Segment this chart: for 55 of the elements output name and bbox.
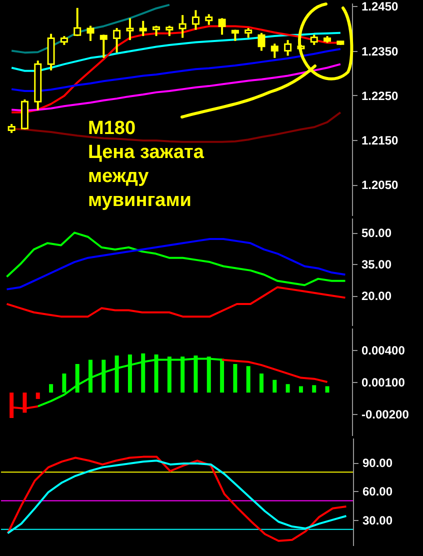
y-tick-label: 0.00100 bbox=[362, 376, 406, 390]
candlestick bbox=[139, 20, 147, 38]
y-tick-label: -0.00200 bbox=[362, 407, 410, 422]
line-series bbox=[6, 238, 346, 290]
line-series bbox=[36, 358, 224, 408]
line-series bbox=[6, 232, 346, 286]
line-series bbox=[10, 63, 342, 112]
candlestick bbox=[218, 17, 226, 36]
line-series bbox=[10, 48, 342, 92]
annotation: Цена зажата bbox=[88, 142, 204, 163]
line-series bbox=[6, 286, 346, 318]
candlestick bbox=[205, 13, 213, 26]
bar bbox=[298, 386, 303, 393]
candlestick bbox=[192, 9, 200, 31]
y-tick-label: 0.00400 bbox=[362, 344, 406, 358]
y-tick-label: 90.00 bbox=[362, 456, 393, 470]
bar bbox=[36, 392, 40, 399]
candlestick bbox=[178, 14, 186, 39]
bar bbox=[260, 374, 264, 393]
y-tick-label: 1.2350 bbox=[362, 44, 399, 58]
bar bbox=[62, 374, 66, 393]
y-tick-label: 60.00 bbox=[362, 484, 393, 499]
bar bbox=[75, 364, 80, 393]
line-series bbox=[10, 4, 170, 54]
candlestick bbox=[284, 39, 292, 57]
y-tick-label: 50.00 bbox=[362, 226, 392, 240]
y-tick-label: 30.00 bbox=[362, 513, 393, 528]
y-tick-label: 1.2250 bbox=[362, 88, 399, 103]
candlestick bbox=[310, 34, 318, 46]
y-tick-label: 1.2450 bbox=[362, 0, 399, 14]
candlestick bbox=[166, 24, 174, 38]
candlestick bbox=[126, 17, 134, 42]
y-tick-label: 20.00 bbox=[362, 289, 392, 304]
bar bbox=[286, 384, 290, 393]
candlestick bbox=[258, 32, 266, 52]
bar bbox=[49, 384, 54, 393]
candlestick bbox=[244, 27, 252, 39]
candlestick bbox=[270, 42, 278, 59]
annotation: между bbox=[88, 166, 150, 187]
bar bbox=[312, 385, 316, 393]
annotation: M180 bbox=[88, 118, 136, 139]
candlestick bbox=[100, 34, 108, 59]
line-series bbox=[10, 32, 342, 72]
annotation: мувингами bbox=[88, 190, 192, 211]
candlestick bbox=[152, 24, 160, 38]
y-tick-label: 1.2150 bbox=[362, 134, 399, 148]
candlestick bbox=[113, 27, 121, 54]
y-tick-label: 1.2050 bbox=[362, 178, 399, 192]
bar bbox=[246, 366, 250, 393]
bar bbox=[233, 364, 238, 393]
bar bbox=[325, 386, 330, 393]
candlestick bbox=[86, 24, 94, 42]
y-tick-label: 35.00 bbox=[362, 258, 392, 272]
bar bbox=[272, 380, 277, 393]
candlestick bbox=[74, 6, 82, 38]
